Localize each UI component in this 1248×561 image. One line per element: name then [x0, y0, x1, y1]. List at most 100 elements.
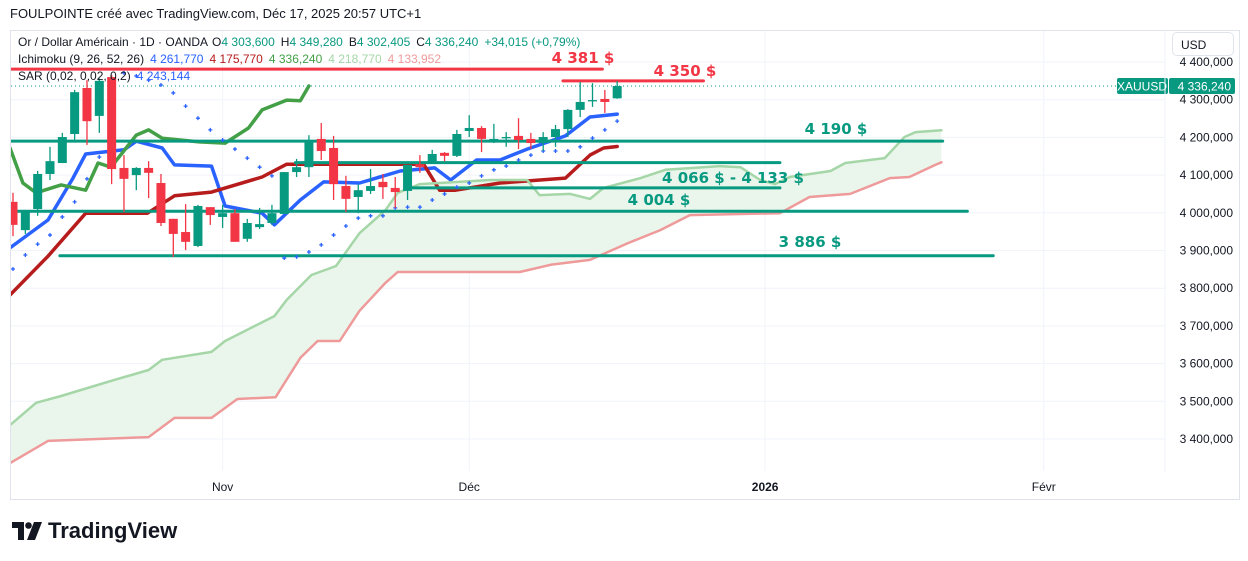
- candle-down: [514, 135, 524, 141]
- sar-dot: [72, 199, 77, 204]
- candle-up: [403, 164, 413, 191]
- low-value: 4 302,405: [356, 35, 411, 49]
- candle-up: [94, 80, 104, 116]
- symbol-tag: XAUUSD: [1117, 80, 1167, 94]
- sar-dot: [245, 156, 250, 161]
- chart-frame: [10, 30, 1240, 500]
- sar-dot: [269, 173, 274, 178]
- candle-up: [279, 172, 289, 214]
- candle-up: [588, 100, 598, 102]
- x-tick-label: Févr: [1032, 480, 1056, 494]
- ichimoku-legend[interactable]: Ichimoku (9, 26, 52, 26) 4 261,770 4 175,7…: [18, 52, 447, 66]
- candle-up: [20, 210, 30, 231]
- plot-area: [11, 31, 1165, 471]
- sar-dot: [35, 242, 40, 247]
- y-tick-label: 4 000,000: [1180, 206, 1234, 220]
- sar-dot: [171, 90, 176, 95]
- candle-down: [119, 167, 129, 179]
- tradingview-logo[interactable]: TradingView: [12, 518, 177, 544]
- chart-credit: FOULPOINTE créé avec TradingView.com, Dé…: [10, 6, 422, 21]
- candle-up: [218, 213, 228, 217]
- sar-legend[interactable]: SAR (0,02, 0,02, 0,2) 4 243,144: [18, 69, 196, 83]
- change-value: +34,015 (+0,79%): [484, 35, 581, 49]
- candle-down: [107, 77, 117, 170]
- sar-dot: [479, 173, 484, 178]
- tradingview-logo-icon: [12, 522, 42, 540]
- sar-dot: [578, 144, 583, 149]
- level-label: 4 381 $: [552, 49, 615, 67]
- sar-dot: [454, 185, 459, 190]
- y-tick-label: 4 100,000: [1180, 168, 1234, 182]
- candle-down: [526, 138, 536, 144]
- candle-up: [538, 137, 548, 144]
- candle-up: [242, 222, 252, 239]
- sar-dot: [602, 127, 607, 132]
- sar-dot: [134, 73, 139, 78]
- candle-up: [45, 161, 55, 174]
- candle-down: [329, 147, 339, 185]
- sar-dot: [491, 167, 496, 172]
- sar-label: SAR (0,02, 0,02, 0,2): [18, 69, 131, 83]
- candle-up: [353, 190, 363, 197]
- sar-dot: [232, 147, 237, 152]
- candle-down: [600, 98, 610, 102]
- candle-up: [304, 141, 314, 168]
- y-tick-label: 3 600,000: [1180, 357, 1234, 371]
- close-value: 4 336,240: [424, 35, 479, 49]
- ichimoku-cloud: [11, 130, 942, 463]
- tenkan-value: 4 261,770: [150, 52, 204, 66]
- sar-dot: [121, 70, 126, 75]
- candle-down: [82, 88, 92, 122]
- price-tag: 4 336,240: [1178, 80, 1232, 94]
- candle-up: [575, 101, 585, 110]
- sar-dot: [553, 148, 558, 153]
- candle-up: [57, 137, 67, 164]
- sar-dot: [47, 233, 52, 238]
- currency-button[interactable]: USD: [1172, 32, 1234, 56]
- candle-up: [131, 167, 141, 176]
- candle-down: [477, 127, 487, 139]
- sar-dot: [590, 136, 595, 141]
- sar-dot: [11, 266, 15, 271]
- y-tick-label: 4 300,000: [1180, 93, 1234, 107]
- sar-dot: [60, 214, 65, 219]
- sar-dot: [380, 213, 385, 218]
- level-label: 4 004 $: [628, 191, 691, 209]
- sar-dot: [257, 165, 262, 170]
- candle-up: [563, 109, 573, 130]
- ichimoku-senkou-a-line: [11, 129, 943, 426]
- x-tick-label: Déc: [459, 480, 480, 494]
- sar-dot: [430, 197, 435, 202]
- candle-down: [440, 152, 450, 156]
- y-tick-label: 3 400,000: [1180, 432, 1234, 446]
- sar-dot: [183, 104, 188, 109]
- sar-dot: [331, 233, 336, 238]
- candle-up: [427, 153, 437, 164]
- sar-dot: [84, 176, 89, 181]
- candle-down: [181, 232, 191, 242]
- sar-value: 4 243,144: [136, 69, 191, 83]
- candle-down: [316, 138, 326, 151]
- sar-dot: [528, 153, 533, 158]
- y-tick-label: 4 400,000: [1180, 55, 1234, 69]
- sar-dot: [306, 250, 311, 255]
- ichimoku-senkou-b-line: [11, 161, 943, 464]
- ichimoku-kijun-line: [11, 144, 619, 297]
- sar-dot: [97, 155, 102, 160]
- sar-dot: [615, 119, 620, 124]
- y-tick-label: 3 900,000: [1180, 244, 1234, 258]
- y-tick-label: 3 800,000: [1180, 281, 1234, 295]
- symbol-name[interactable]: Or / Dollar Américain · 1D · OANDA: [18, 35, 209, 49]
- senkou-b-value: 4 133,952: [387, 52, 442, 66]
- high-value: 4 349,280: [289, 35, 343, 49]
- candle-up: [612, 86, 622, 99]
- sar-dot: [319, 242, 324, 247]
- kijun-value: 4 175,770: [209, 52, 263, 66]
- y-tick-label: 3 500,000: [1180, 394, 1234, 408]
- candle-down: [144, 167, 154, 173]
- sar-dot: [294, 254, 299, 259]
- candle-down: [390, 187, 400, 193]
- candle-up: [193, 206, 203, 246]
- y-tick-label: 4 200,000: [1180, 130, 1234, 144]
